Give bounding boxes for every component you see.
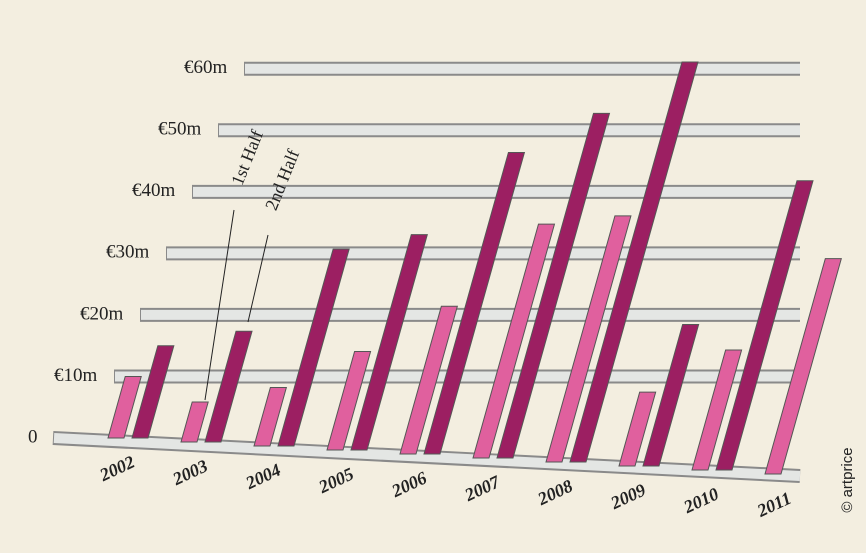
bar xyxy=(350,234,428,451)
bar xyxy=(131,345,175,439)
grid-line xyxy=(53,433,801,481)
y-tick-label: €10m xyxy=(54,365,98,386)
bar xyxy=(180,401,209,443)
bar xyxy=(618,391,657,467)
bar xyxy=(277,248,350,447)
credit: © artprice xyxy=(839,447,856,512)
bar xyxy=(496,112,611,459)
bar xyxy=(204,330,253,443)
bar xyxy=(472,223,556,459)
bar xyxy=(253,387,288,447)
bar xyxy=(569,61,699,463)
bar xyxy=(691,349,743,471)
bar xyxy=(545,215,632,463)
bar xyxy=(642,323,700,467)
legend-pointer xyxy=(204,209,235,401)
y-tick-label: €30m xyxy=(106,242,150,263)
y-tick-label: 0 xyxy=(28,426,38,447)
legend-pointer xyxy=(247,234,269,323)
bar xyxy=(399,305,459,455)
bar xyxy=(326,351,372,451)
y-tick-label: €20m xyxy=(80,303,124,324)
y-tick-label: €40m xyxy=(132,180,176,201)
bar xyxy=(764,258,842,475)
bar xyxy=(423,151,526,455)
y-tick-label: €60m xyxy=(184,57,228,78)
bar xyxy=(715,180,814,471)
bar xyxy=(107,375,142,439)
y-tick-label: €50m xyxy=(158,119,202,140)
